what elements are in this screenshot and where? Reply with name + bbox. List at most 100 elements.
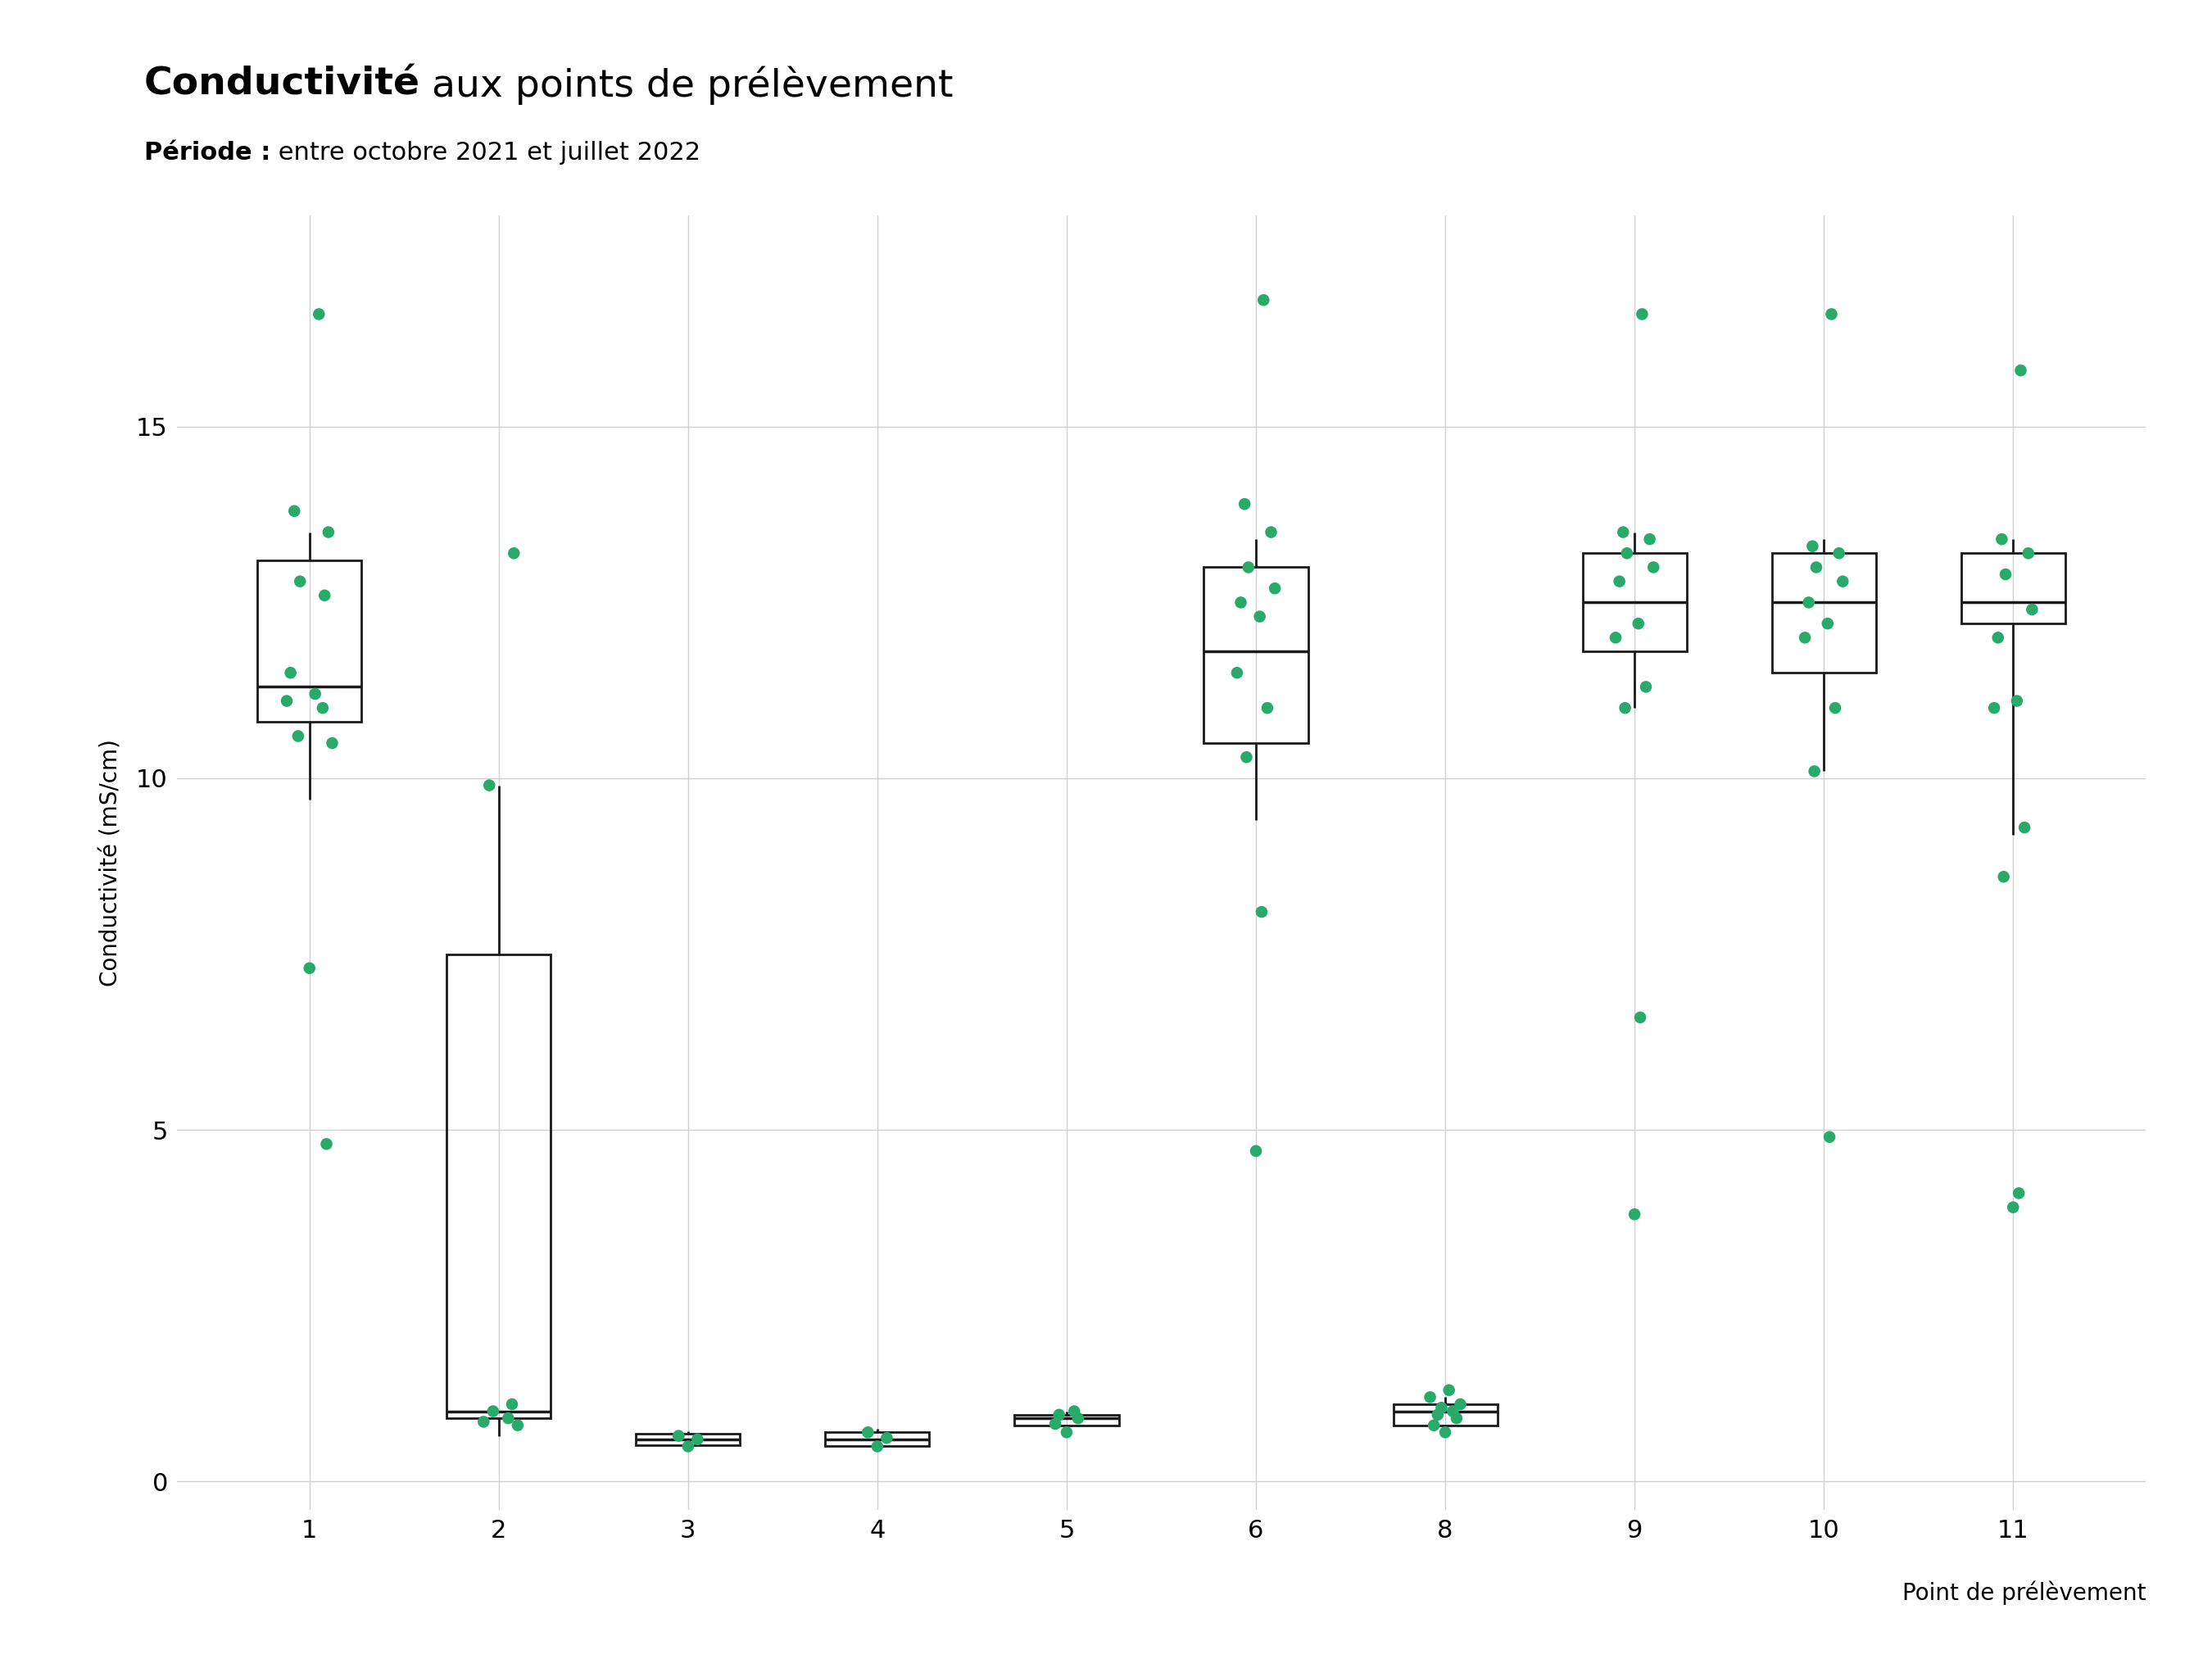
Point: [1436, 1399, 1471, 1425]
Point: [283, 567, 319, 594]
Point: [1796, 758, 1832, 785]
Point: [1060, 1405, 1095, 1432]
Point: [2000, 687, 2035, 713]
Point: [1425, 1395, 1460, 1422]
Point: [310, 1131, 345, 1158]
Point: [1984, 526, 2020, 552]
Point: [1820, 539, 1856, 566]
Text: Point de prélèvement: Point de prélèvement: [1902, 1581, 2146, 1604]
Point: [2015, 596, 2051, 622]
Point: [1986, 863, 2022, 889]
Point: [679, 1427, 714, 1453]
Point: [305, 695, 341, 722]
Bar: [447, 954, 551, 1418]
Point: [1254, 519, 1290, 546]
Point: [860, 1433, 896, 1460]
Point: [2006, 815, 2042, 841]
Point: [1427, 1418, 1462, 1445]
Point: [2004, 357, 2039, 383]
Point: [1624, 1004, 1659, 1030]
Point: [1818, 695, 1854, 722]
Point: [1617, 1201, 1652, 1228]
Bar: [1394, 1404, 1498, 1425]
Point: [1787, 624, 1823, 650]
Point: [1223, 589, 1259, 615]
Point: [869, 1425, 905, 1452]
Point: [1798, 554, 1834, 581]
Point: [1608, 695, 1644, 722]
Point: [272, 660, 307, 687]
Text: entre octobre 2021 et juillet 2022: entre octobre 2021 et juillet 2022: [270, 141, 701, 164]
Point: [292, 956, 327, 982]
Point: [1037, 1410, 1073, 1437]
Point: [491, 1405, 526, 1432]
Point: [1230, 743, 1265, 770]
Bar: [825, 1432, 929, 1447]
Point: [310, 519, 345, 546]
Point: [1243, 604, 1279, 630]
Point: [1792, 589, 1827, 615]
Point: [1250, 695, 1285, 722]
Point: [2002, 1180, 2037, 1206]
Point: [1610, 539, 1646, 566]
Point: [1431, 1377, 1467, 1404]
Point: [296, 680, 332, 707]
Point: [1048, 1418, 1084, 1445]
Point: [1442, 1390, 1478, 1417]
Point: [281, 723, 316, 750]
Point: [1980, 624, 2015, 650]
Point: [1243, 899, 1279, 926]
Point: [1825, 567, 1860, 594]
Point: [307, 582, 343, 609]
Point: [1624, 300, 1659, 327]
Point: [270, 687, 305, 713]
Point: [1601, 567, 1637, 594]
Bar: [1203, 567, 1307, 743]
Point: [1219, 660, 1254, 687]
Point: [1812, 1123, 1847, 1150]
Bar: [1772, 552, 1876, 674]
Point: [1606, 519, 1641, 546]
Bar: [257, 561, 361, 722]
Point: [467, 1408, 502, 1435]
Point: [1420, 1402, 1455, 1428]
Point: [301, 300, 336, 327]
Text: Période :: Période :: [144, 141, 270, 164]
Bar: [637, 1433, 741, 1445]
Point: [1995, 1194, 2031, 1221]
Point: [493, 1390, 529, 1417]
Point: [1413, 1384, 1449, 1410]
Point: [1809, 611, 1845, 637]
Bar: [1962, 552, 2066, 624]
Point: [670, 1433, 706, 1460]
Point: [1230, 554, 1265, 581]
Point: [1632, 526, 1668, 552]
Point: [2011, 539, 2046, 566]
Point: [495, 539, 531, 566]
Point: [849, 1418, 885, 1445]
Point: [1256, 576, 1292, 602]
Point: [1794, 533, 1829, 559]
Bar: [1582, 552, 1686, 652]
Point: [1637, 554, 1672, 581]
Point: [476, 1399, 511, 1425]
Point: [276, 498, 312, 524]
Y-axis label: Conductivité (mS/cm): Conductivité (mS/cm): [100, 738, 122, 987]
Point: [1989, 561, 2024, 587]
Point: [1416, 1412, 1451, 1438]
Point: [1057, 1399, 1093, 1425]
Point: [314, 730, 349, 757]
Point: [1814, 300, 1849, 327]
Point: [1239, 1138, 1274, 1165]
Point: [1978, 695, 2013, 722]
Point: [661, 1422, 697, 1448]
Point: [1228, 491, 1263, 518]
Point: [500, 1412, 535, 1438]
Point: [1042, 1402, 1077, 1428]
Point: [1621, 611, 1657, 637]
Point: [1628, 674, 1663, 700]
Point: [1597, 624, 1632, 650]
Text: aux points de prélèvement: aux points de prélèvement: [420, 66, 953, 105]
Text: Conductivité: Conductivité: [144, 66, 420, 103]
Bar: [1015, 1415, 1119, 1425]
